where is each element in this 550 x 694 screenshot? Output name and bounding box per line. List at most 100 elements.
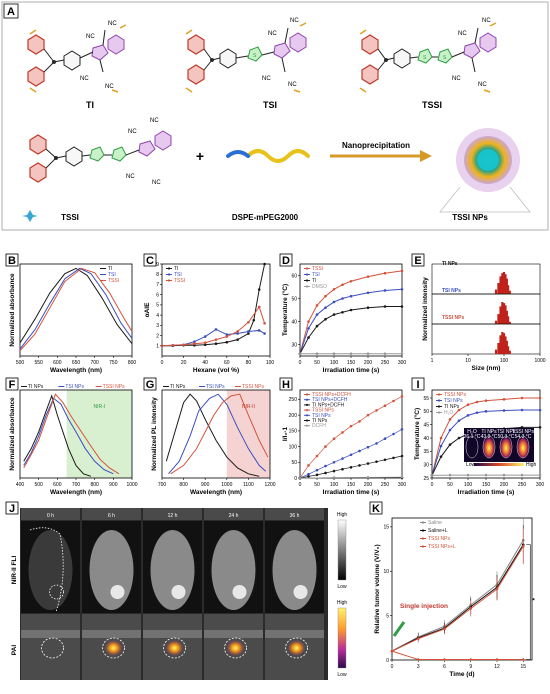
data-point	[263, 322, 266, 325]
series-line	[392, 651, 523, 659]
legend-label: DCFH	[312, 423, 326, 429]
legend-label: TSSI	[174, 278, 185, 284]
data-point	[333, 301, 336, 304]
series-line	[392, 545, 523, 652]
pa-signal	[288, 640, 306, 656]
data-point	[316, 313, 319, 316]
x-axis-label: Size (nm)	[472, 365, 501, 372]
x-axis-label: Time (d)	[449, 671, 474, 678]
x-tick-label: 0	[299, 482, 302, 488]
data-point	[247, 330, 250, 333]
legend-marker	[168, 267, 170, 269]
x-tick-label: 550	[34, 360, 43, 366]
data-point	[522, 545, 525, 548]
data-point	[485, 410, 488, 413]
y-tick-label: 3	[156, 323, 159, 329]
x-tick-label: 100	[330, 482, 339, 488]
y-tick-label: 0	[386, 658, 389, 664]
data-point	[384, 458, 387, 461]
x-tick-label: 300	[398, 482, 407, 488]
data-point	[316, 304, 319, 307]
x-tick-label: 650	[72, 360, 81, 366]
y-tick-label: 5	[156, 303, 159, 309]
inset-temp: 26.1 °C	[464, 434, 481, 440]
data-point	[341, 431, 344, 434]
y-axis-label: Temperature (°C)	[413, 408, 421, 460]
x-tick-label: 300	[398, 360, 407, 366]
data-point	[449, 474, 452, 477]
legend-label: TSI NPs	[65, 384, 84, 390]
svg-text:NC: NC	[262, 76, 271, 82]
data-point	[193, 342, 196, 345]
imaging-column: 0 h	[21, 508, 80, 680]
timepoint-label: 24 h	[229, 513, 239, 519]
legend-label: TSI NPs	[206, 384, 225, 390]
data-point	[539, 397, 542, 400]
y-axis-label: Normalized absorbance	[9, 397, 16, 471]
data-point	[350, 309, 353, 312]
legend-label: TSSI NPs+L	[428, 544, 456, 550]
data-point	[258, 306, 261, 309]
significance-bracket	[526, 545, 530, 660]
data-point	[449, 443, 452, 446]
data-point	[440, 437, 443, 440]
data-point	[375, 409, 378, 412]
significance-mark: *	[532, 597, 535, 604]
data-point	[401, 476, 404, 479]
x-tick-label: 15	[520, 664, 526, 670]
plot-frame	[392, 518, 532, 660]
legend-product-label: TSSI NPs	[452, 213, 488, 222]
data-point	[350, 280, 353, 283]
data-point	[333, 470, 336, 473]
data-point	[539, 409, 542, 412]
data-point	[299, 477, 302, 480]
y-tick-label: 40	[291, 319, 297, 325]
data-point	[350, 295, 353, 298]
data-point	[316, 325, 319, 328]
data-point	[215, 338, 218, 341]
x-tick-label: 700	[158, 482, 167, 488]
tumor-signal	[294, 585, 308, 599]
x-tick-label: 1000	[534, 358, 545, 364]
legend-marker	[306, 279, 308, 281]
svg-text:NC: NC	[478, 82, 487, 88]
data-point	[469, 658, 472, 661]
legend-marker	[168, 279, 170, 281]
legend-label: TSSI NPs	[103, 384, 125, 390]
panel-letter-f: F	[9, 379, 16, 391]
data-point	[401, 428, 404, 431]
svg-text:NC: NC	[108, 21, 117, 27]
data-point	[161, 344, 164, 347]
data-point	[476, 411, 479, 414]
data-point	[316, 455, 319, 458]
imaging-column: 36 h	[265, 508, 324, 680]
panel-e-sample-tsi: TSI NPs	[442, 288, 461, 294]
x-tick-label: 60	[224, 360, 230, 366]
series-line	[162, 307, 265, 346]
data-point	[204, 335, 207, 338]
series-line	[300, 289, 402, 353]
x-tick-label: 150	[482, 482, 491, 488]
svg-text:NC: NC	[80, 76, 89, 82]
data-point	[226, 341, 229, 344]
histogram-bar	[509, 351, 511, 354]
y-tick-label: 4	[156, 313, 159, 319]
data-point	[458, 437, 461, 440]
x-tick-label: 500	[16, 360, 25, 366]
data-point	[467, 403, 470, 406]
data-point	[367, 275, 370, 278]
data-point	[350, 352, 353, 355]
x-tick-label: 100	[266, 360, 275, 366]
data-point	[307, 464, 310, 467]
x-tick-label: 10	[465, 358, 471, 364]
imaging-column: 6 h	[82, 508, 141, 680]
data-point	[367, 446, 370, 449]
legend-marker	[422, 545, 424, 547]
x-tick-label: 900	[109, 482, 118, 488]
y-axis-label: αAIE	[144, 302, 151, 317]
y-tick-label: 50	[291, 460, 297, 466]
legend-marker	[306, 409, 308, 411]
